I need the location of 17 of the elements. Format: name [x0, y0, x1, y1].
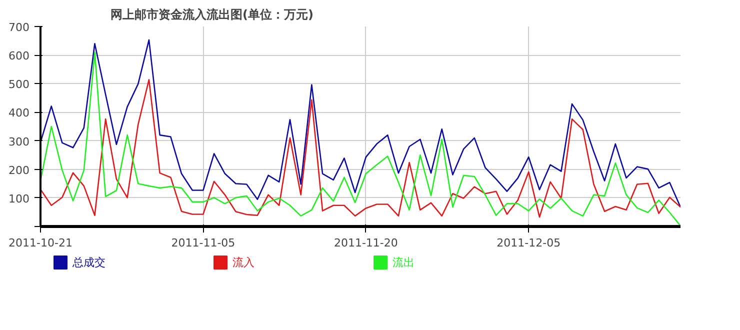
- y-tick-label: 500: [8, 78, 30, 92]
- x-tick-label: 2011-11-05: [171, 236, 236, 250]
- y-tick-label: 700: [8, 21, 30, 34]
- x-tick-label: 2011-11-20: [334, 236, 398, 250]
- x-tick-label: 2011-10-21: [8, 236, 72, 250]
- y-tick-label: 600: [8, 50, 30, 63]
- chart-title: 网上邮市资金流入流出图(单位：万元): [110, 8, 314, 22]
- line-series: [40, 39, 680, 208]
- y-tick-label: 300: [8, 135, 30, 148]
- legend-label: 流出: [392, 256, 414, 269]
- line-series: [40, 78, 680, 218]
- legend-label: 总成交: [72, 256, 106, 269]
- y-tick-label: 200: [8, 164, 30, 177]
- x-tick-label: 2011-12-05: [496, 236, 561, 250]
- y-tick-label: 400: [8, 106, 30, 120]
- legend-label: 流入: [232, 256, 254, 269]
- y-tick-label: 100: [8, 192, 30, 206]
